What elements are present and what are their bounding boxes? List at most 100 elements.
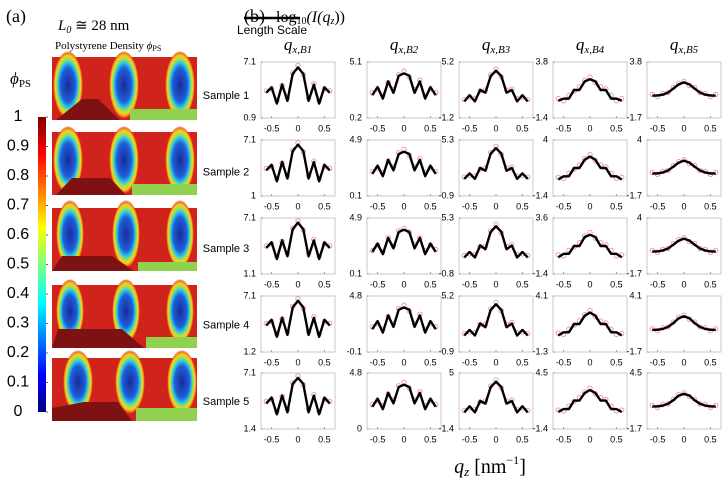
y-tick-label: -1.4 <box>438 423 454 433</box>
x-tick-label: 0.5 <box>318 279 331 289</box>
data-point <box>681 390 687 396</box>
y-tick-label: 4 <box>637 134 642 144</box>
y-tick-label: 7.1 <box>243 134 256 144</box>
x-tick-label: -0.5 <box>264 201 280 211</box>
x-tick-label: 0 <box>295 123 300 133</box>
y-tick-label: 5.3 <box>441 134 454 144</box>
y-tick-label: 5.1 <box>349 56 362 66</box>
period-label: L0 ≅ 28 nm <box>57 18 130 36</box>
y-tick-label: 3.8 <box>629 56 642 66</box>
x-tick-label: -0.5 <box>650 123 666 133</box>
fit-line <box>463 225 529 259</box>
sample-label: Sample 1 <box>203 90 249 102</box>
fit-line <box>652 237 716 253</box>
y-tick-label: -1.4 <box>532 112 548 122</box>
y-tick-label: 5.3 <box>441 212 454 222</box>
y-tick-label: 0.2 <box>349 112 362 122</box>
x-tick-label: 0.5 <box>610 123 623 133</box>
fit-line <box>557 78 623 102</box>
y-tick-label: -1.7 <box>626 112 642 122</box>
x-tick-label: -0.5 <box>650 357 666 367</box>
subscript: x,B4 <box>583 44 604 56</box>
superscript: −1 <box>506 453 519 467</box>
sample-label: Sample 2 <box>203 166 249 178</box>
map-title: Polystyrene Density ϕPS <box>55 40 161 53</box>
x-tick-label: 0 <box>401 279 406 289</box>
column-header: qx,B2 <box>390 35 419 56</box>
y-tick-label: 4.9 <box>349 212 362 222</box>
x-tick-label: 0.5 <box>704 201 717 211</box>
fit-line <box>265 143 331 183</box>
y-tick-label: -1.7 <box>626 346 642 356</box>
relation: ≅ 28 nm <box>71 18 129 34</box>
symbol: q <box>482 35 491 54</box>
y-tick-label: 4.1 <box>629 290 642 300</box>
x-tick-label: 0 <box>587 279 592 289</box>
density-map <box>52 51 197 120</box>
subscript: x,B5 <box>677 44 698 56</box>
x-tick-label: 0 <box>493 279 498 289</box>
symbol: q <box>284 35 293 54</box>
x-tick-label: 0 <box>587 357 592 367</box>
x-tick-label: -0.5 <box>556 279 572 289</box>
density-map <box>52 126 197 195</box>
y-tick-label: 4.1 <box>535 290 548 300</box>
fit-line <box>265 376 331 416</box>
x-tick-label: 0 <box>401 357 406 367</box>
colorbar <box>38 117 46 412</box>
subscript: x,B1 <box>291 44 312 56</box>
fit-line <box>557 233 623 259</box>
x-tick-label: 0 <box>681 279 686 289</box>
fit-line <box>371 306 437 334</box>
text: (I(q <box>306 9 330 26</box>
symbol: ϕ <box>10 69 19 88</box>
y-tick-label: -1.7 <box>626 268 642 278</box>
x-tick-label: 0 <box>493 201 498 211</box>
x-tick-label: -0.5 <box>264 434 280 444</box>
y-tick-label: 5 <box>449 367 454 377</box>
y-tick-label: 1.2 <box>243 346 256 356</box>
y-tick-label: -1.4 <box>532 190 548 200</box>
fit-line <box>463 380 529 414</box>
column-header: qx,B3 <box>482 35 511 56</box>
fit-line <box>265 299 331 339</box>
colorbar-tick-label: 0 <box>14 403 23 420</box>
colorbar-title: ϕPS <box>10 69 31 90</box>
y-tick-label: -0.9 <box>438 190 454 200</box>
fit-line <box>463 69 529 103</box>
x-tick-label: 0 <box>493 123 498 133</box>
y-tick-label: 4 <box>543 134 548 144</box>
x-tick-label: 0.5 <box>318 123 331 133</box>
text: )) <box>334 9 345 26</box>
y-tick-label: -0.9 <box>438 346 454 356</box>
x-tick-label: 0 <box>587 123 592 133</box>
fit-line <box>371 383 437 411</box>
x-tick-label: -0.5 <box>556 123 572 133</box>
subscript: z <box>463 464 469 479</box>
colorbar-tick-label: 0.7 <box>7 197 29 214</box>
y-tick-label: 4.5 <box>629 367 642 377</box>
y-tick-label: -0.1 <box>346 346 362 356</box>
x-tick-label: 0.5 <box>610 279 623 289</box>
subscript: PS <box>152 44 161 53</box>
column-header: qx,B1 <box>284 35 312 56</box>
y-tick-label: 0.9 <box>243 112 256 122</box>
x-tick-label: -0.5 <box>462 201 478 211</box>
x-tick-label: -0.5 <box>650 279 666 289</box>
x-tick-label: -0.5 <box>462 434 478 444</box>
fit-line <box>371 72 437 100</box>
fit-line <box>557 388 623 413</box>
x-tick-label: -0.5 <box>462 357 478 367</box>
y-tick-label: 5.2 <box>441 56 454 66</box>
y-tick-label: 4.9 <box>349 134 362 144</box>
x-tick-label: -0.5 <box>650 201 666 211</box>
subscript: x,B3 <box>489 44 510 56</box>
x-tick-label: -0.5 <box>462 123 478 133</box>
x-tick-label: -0.5 <box>370 279 386 289</box>
x-tick-label: 0.5 <box>516 357 529 367</box>
y-tick-label: -0.8 <box>438 268 454 278</box>
density-map <box>52 200 197 271</box>
panel-label: (a) <box>6 6 26 27</box>
fit-line <box>371 228 437 256</box>
x-tick-label: 0.5 <box>516 123 529 133</box>
